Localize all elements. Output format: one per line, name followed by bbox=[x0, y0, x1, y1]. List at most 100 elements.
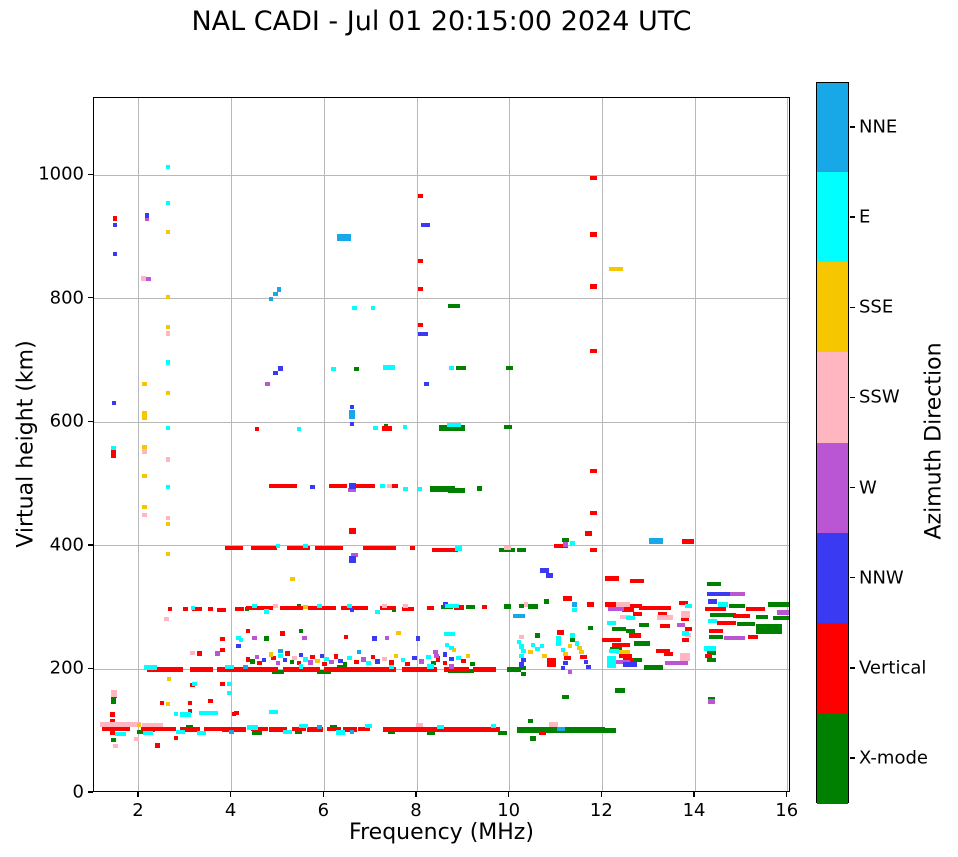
data-point bbox=[632, 658, 642, 663]
data-point bbox=[607, 655, 617, 669]
x-grid-line bbox=[231, 98, 233, 791]
data-point bbox=[516, 548, 526, 553]
data-point bbox=[521, 658, 526, 663]
data-point bbox=[265, 381, 270, 387]
data-point bbox=[710, 612, 736, 618]
data-point bbox=[580, 654, 588, 660]
data-point bbox=[276, 287, 282, 292]
data-point bbox=[137, 729, 146, 734]
data-point bbox=[268, 483, 297, 489]
data-point bbox=[362, 545, 375, 550]
data-point bbox=[380, 606, 397, 611]
data-point bbox=[442, 652, 448, 657]
data-point bbox=[338, 658, 343, 663]
data-point bbox=[608, 606, 625, 612]
colorbar-tick bbox=[850, 576, 855, 579]
data-point bbox=[173, 735, 179, 741]
data-point bbox=[655, 648, 670, 654]
x-tick-label: 6 bbox=[317, 800, 330, 821]
data-point bbox=[134, 737, 139, 742]
data-point bbox=[328, 483, 348, 489]
data-point bbox=[251, 726, 268, 731]
data-point bbox=[562, 596, 573, 601]
data-point bbox=[234, 606, 245, 612]
data-point bbox=[315, 545, 343, 550]
x-grid-line bbox=[787, 98, 789, 791]
data-point bbox=[746, 606, 765, 612]
data-point bbox=[427, 664, 435, 669]
data-point bbox=[680, 653, 690, 661]
data-point bbox=[164, 616, 170, 621]
data-point bbox=[192, 606, 202, 612]
data-point bbox=[110, 448, 117, 458]
data-point bbox=[273, 603, 278, 608]
data-point bbox=[564, 656, 572, 661]
data-point bbox=[663, 651, 673, 657]
data-point bbox=[648, 537, 663, 545]
data-point bbox=[220, 648, 225, 653]
data-point bbox=[528, 649, 533, 655]
colorbar-tick-label: SSE bbox=[859, 296, 894, 318]
data-point bbox=[349, 409, 355, 419]
data-point bbox=[619, 614, 632, 620]
data-point bbox=[273, 370, 278, 376]
data-point bbox=[366, 661, 371, 666]
data-point bbox=[245, 606, 274, 611]
data-point bbox=[361, 657, 367, 662]
data-point bbox=[227, 682, 232, 687]
data-point bbox=[503, 545, 511, 550]
data-point bbox=[417, 194, 423, 199]
colorbar-tick bbox=[850, 396, 855, 399]
data-point bbox=[347, 656, 353, 661]
data-point bbox=[224, 545, 244, 550]
data-point bbox=[618, 653, 633, 658]
data-point bbox=[326, 726, 341, 731]
data-point bbox=[733, 613, 750, 618]
x-tick-label: 12 bbox=[589, 800, 613, 821]
data-point bbox=[111, 737, 116, 743]
data-point bbox=[203, 726, 223, 731]
data-point bbox=[179, 712, 192, 717]
data-point bbox=[282, 658, 288, 663]
data-point bbox=[165, 551, 171, 557]
data-point bbox=[607, 620, 617, 626]
data-point bbox=[728, 603, 745, 608]
data-point bbox=[449, 645, 455, 650]
data-point bbox=[518, 635, 524, 640]
data-point bbox=[589, 349, 597, 354]
data-point bbox=[113, 743, 119, 749]
x-tick-label: 2 bbox=[132, 800, 144, 821]
data-point bbox=[682, 631, 690, 636]
data-point bbox=[282, 729, 292, 734]
x-tick bbox=[229, 792, 232, 797]
data-point bbox=[277, 653, 283, 658]
data-point bbox=[609, 266, 624, 272]
colorbar-tick bbox=[850, 667, 855, 669]
colorbar-tick bbox=[850, 486, 855, 489]
data-point bbox=[393, 653, 399, 658]
data-point bbox=[112, 252, 118, 257]
data-point bbox=[707, 696, 715, 702]
data-point bbox=[518, 653, 524, 658]
data-point bbox=[521, 671, 526, 676]
colorbar-tick-label: Vertical bbox=[859, 657, 927, 679]
data-point bbox=[310, 485, 316, 490]
data-point bbox=[518, 644, 524, 649]
data-point bbox=[644, 665, 663, 670]
data-point bbox=[150, 667, 183, 672]
data-point bbox=[268, 709, 278, 715]
data-point bbox=[615, 688, 625, 693]
data-point bbox=[257, 661, 262, 666]
data-point bbox=[567, 643, 573, 649]
data-point bbox=[705, 606, 727, 612]
data-point bbox=[657, 611, 668, 616]
data-point bbox=[622, 607, 634, 612]
data-point bbox=[623, 662, 638, 667]
data-point bbox=[165, 165, 171, 170]
data-point bbox=[231, 711, 237, 717]
data-point bbox=[503, 604, 511, 609]
data-point bbox=[349, 404, 355, 410]
data-point bbox=[777, 610, 789, 615]
data-point bbox=[142, 473, 147, 479]
data-point bbox=[347, 603, 353, 608]
